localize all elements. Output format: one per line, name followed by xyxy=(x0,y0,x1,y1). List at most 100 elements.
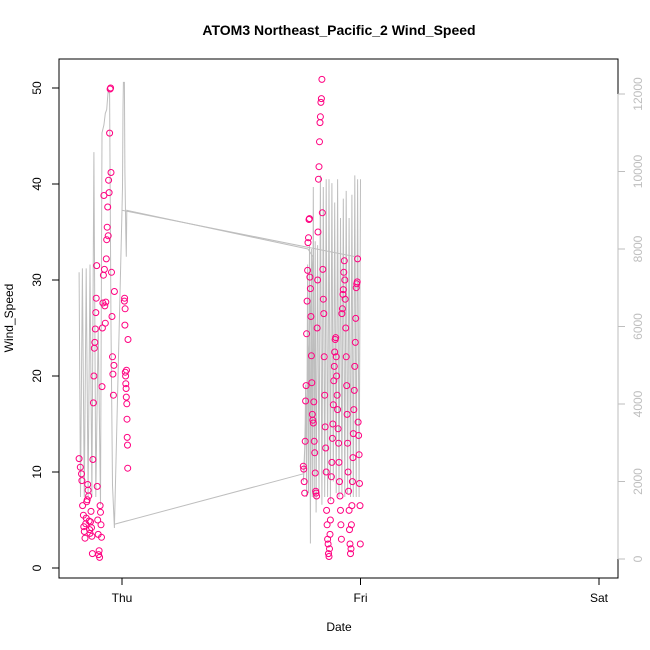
data-point xyxy=(347,545,355,553)
chart-title: ATOM3 Northeast_Pacific_2 Wind_Speed xyxy=(202,22,475,38)
y-axis-left: 0 10 20 30 40 50 xyxy=(30,81,60,571)
data-point xyxy=(346,526,353,534)
data-point xyxy=(321,391,329,399)
data-point xyxy=(322,444,330,452)
data-point xyxy=(124,336,132,343)
data-point xyxy=(320,310,328,318)
data-point xyxy=(85,517,93,525)
data-point xyxy=(348,478,356,486)
data-point xyxy=(332,334,340,342)
data-point xyxy=(123,366,130,374)
data-point xyxy=(327,497,335,505)
data-point xyxy=(107,84,115,92)
data-point xyxy=(108,268,115,276)
data-point xyxy=(109,391,117,399)
data-point xyxy=(337,535,345,543)
data-point xyxy=(330,362,338,370)
data-point xyxy=(102,255,110,263)
data-point xyxy=(303,330,311,338)
data-point xyxy=(123,415,131,423)
data-point xyxy=(124,464,132,472)
data-point xyxy=(335,439,343,447)
data-point xyxy=(337,506,344,514)
data-point xyxy=(94,516,102,524)
data-point xyxy=(333,372,341,380)
plot-area xyxy=(75,75,364,561)
data-point xyxy=(88,524,95,532)
data-point xyxy=(123,433,131,441)
y-tick-label: 50 xyxy=(30,81,44,95)
data-point xyxy=(85,492,93,500)
data-point xyxy=(321,423,329,431)
y2-tick-label: 6000 xyxy=(631,313,645,340)
data-point xyxy=(304,239,312,247)
data-point xyxy=(356,502,364,510)
data-point xyxy=(325,550,332,558)
data-point xyxy=(122,393,130,401)
data-point xyxy=(331,348,339,356)
data-point xyxy=(302,382,310,390)
data-point xyxy=(317,98,325,106)
data-point xyxy=(350,386,358,394)
data-point xyxy=(89,399,97,407)
data-point xyxy=(124,441,131,449)
data-point xyxy=(307,313,315,320)
data-point xyxy=(303,297,311,305)
data-point xyxy=(306,215,313,223)
data-point xyxy=(110,288,118,295)
data-point xyxy=(354,418,362,426)
data-point xyxy=(102,298,110,306)
data-point xyxy=(121,321,129,329)
data-point xyxy=(89,456,97,463)
y2-tick-label: 0 xyxy=(631,555,645,562)
data-point xyxy=(343,382,351,390)
y2-tick-label: 2000 xyxy=(631,468,645,495)
y2-tick-label: 12000 xyxy=(631,77,645,111)
data-point xyxy=(110,361,118,369)
data-point xyxy=(309,416,317,424)
data-point xyxy=(105,176,113,184)
data-point xyxy=(328,458,336,466)
data-point xyxy=(108,313,116,320)
data-point xyxy=(121,294,129,302)
data-point xyxy=(304,266,312,274)
data-point xyxy=(310,398,318,406)
data-point xyxy=(341,295,349,303)
data-point xyxy=(338,310,346,318)
data-point xyxy=(315,163,323,171)
data-point xyxy=(318,75,326,83)
data-point xyxy=(329,401,337,409)
data-point xyxy=(83,496,91,504)
line-layer xyxy=(78,81,361,544)
data-point xyxy=(105,189,113,197)
x-axis-label: Date xyxy=(326,620,352,634)
data-point xyxy=(103,223,111,231)
data-point xyxy=(106,129,114,137)
data-point xyxy=(317,95,325,103)
data-point xyxy=(328,434,336,442)
data-point xyxy=(300,465,308,473)
data-point xyxy=(332,353,340,361)
data-point xyxy=(88,532,96,540)
data-point xyxy=(355,451,363,459)
data-point xyxy=(324,540,332,548)
x-tick-label: Sat xyxy=(590,591,609,605)
data-point xyxy=(305,234,312,242)
data-point xyxy=(313,492,321,500)
data-point xyxy=(337,521,345,529)
data-point xyxy=(340,257,348,265)
data-point xyxy=(101,319,109,327)
data-point xyxy=(350,406,358,414)
data-point xyxy=(326,516,334,524)
data-point xyxy=(327,473,335,481)
x-tick-label: Fri xyxy=(354,591,368,605)
data-point xyxy=(356,480,363,487)
data-point xyxy=(76,463,84,471)
data-point xyxy=(311,469,319,477)
data-point xyxy=(336,492,344,500)
data-point xyxy=(104,203,112,211)
data-point xyxy=(334,406,342,414)
data-point xyxy=(96,502,104,510)
data-point xyxy=(336,478,343,486)
